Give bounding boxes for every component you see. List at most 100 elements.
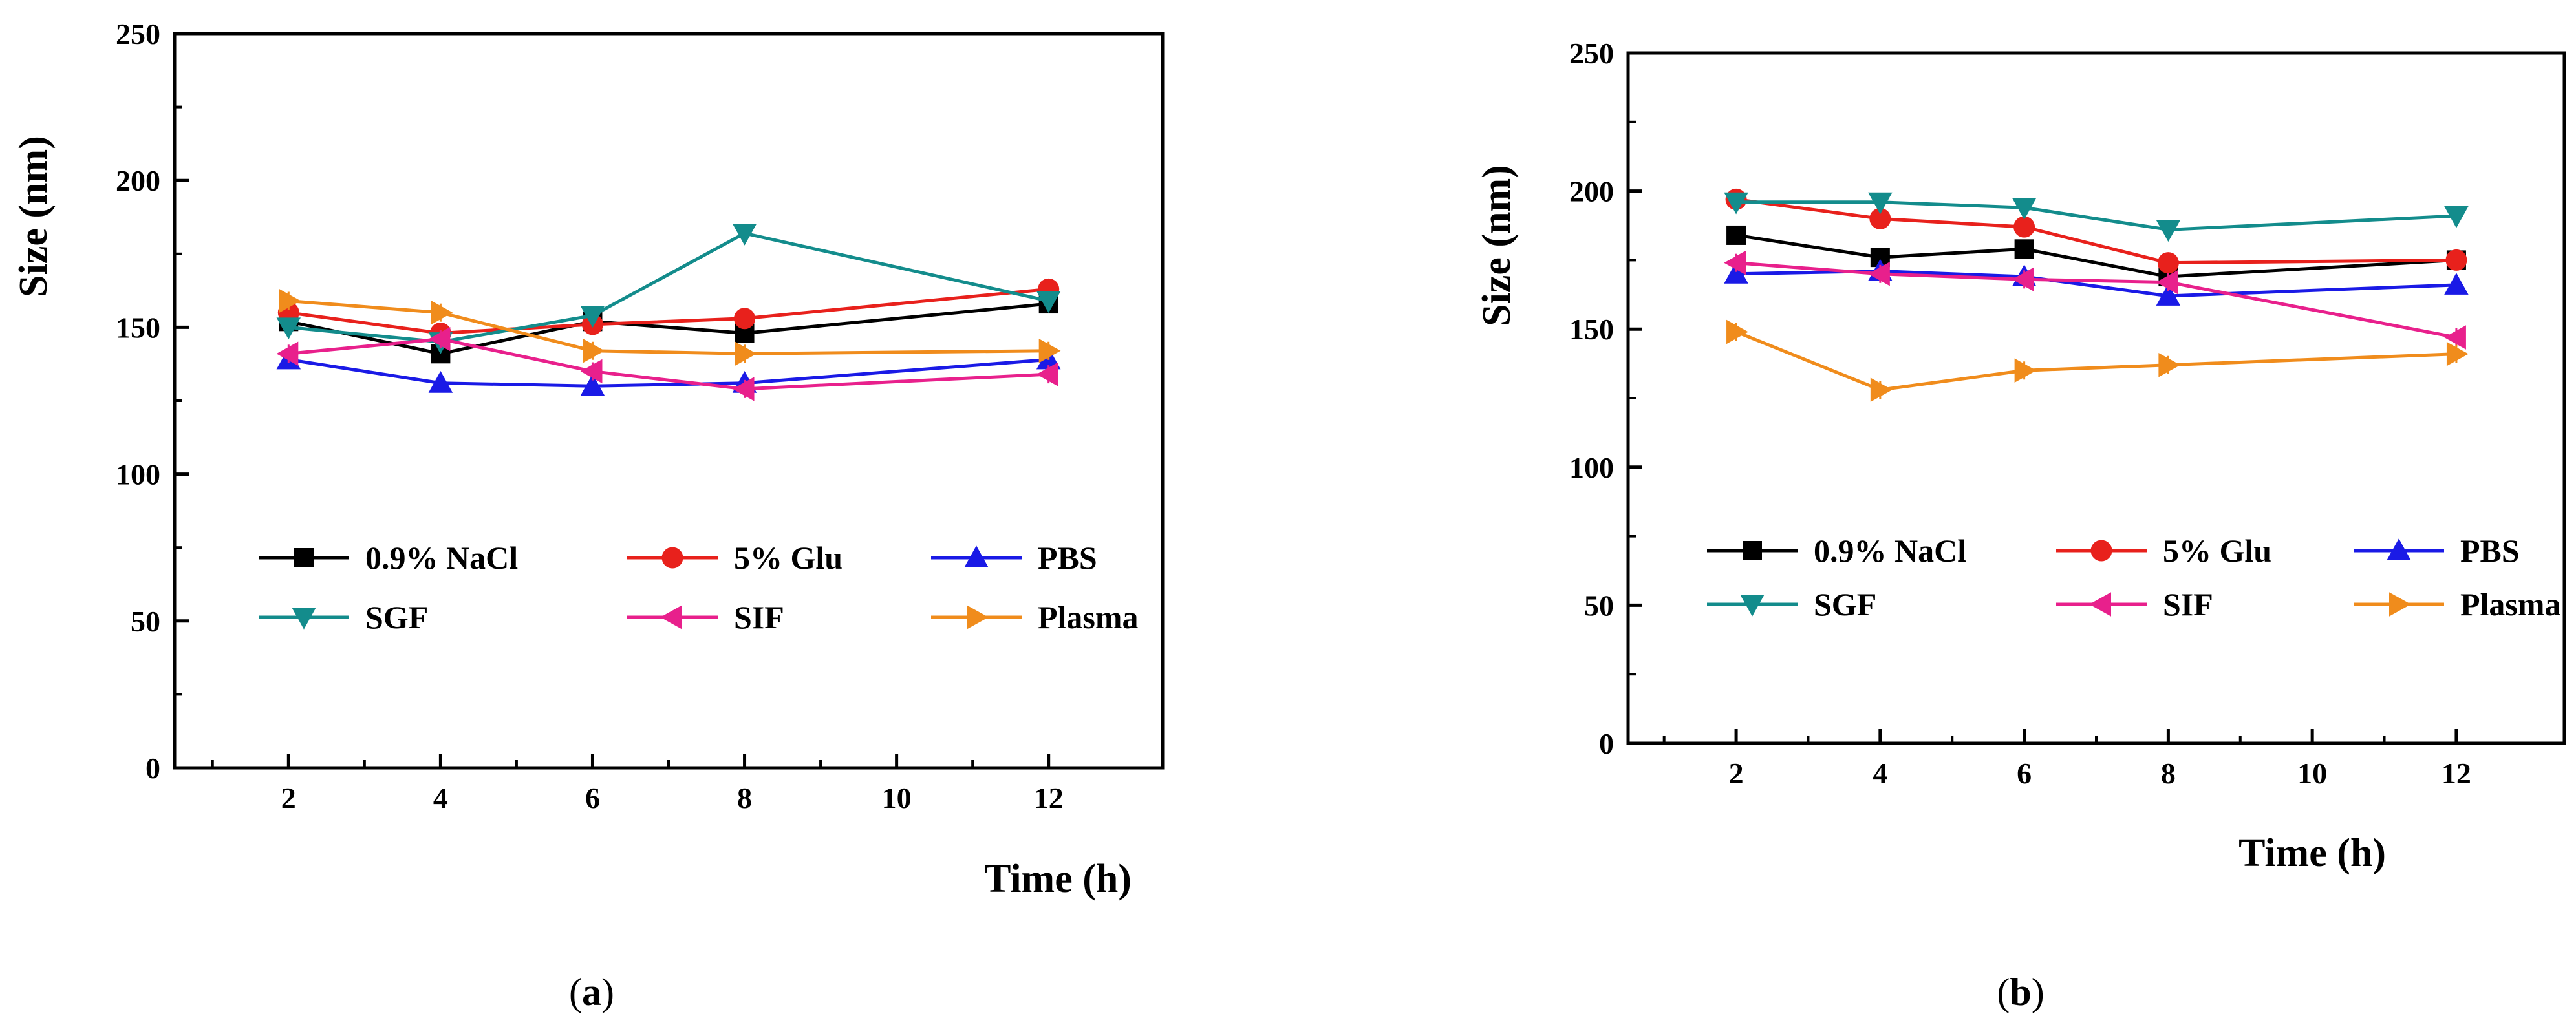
y-tick-label: 50 (1584, 589, 1614, 622)
series-plasma (279, 288, 1061, 366)
y-tick-label: 200 (1569, 175, 1614, 208)
legend-label: 5% Glu (2163, 533, 2271, 569)
data-point (2444, 273, 2469, 295)
series-line (1736, 269, 2457, 298)
series-sif (276, 326, 1058, 401)
legend-item: SIF (627, 599, 784, 635)
legend-label: PBS (2460, 533, 2520, 569)
legend-item: SGF (1707, 586, 1876, 622)
data-point (2012, 198, 2037, 220)
legend-marker (660, 605, 682, 630)
data-point (2444, 325, 2466, 350)
y-tick-label: 250 (116, 17, 160, 50)
series-pbs (276, 347, 1061, 396)
panel-label-paren: ( (569, 971, 582, 1013)
series-line (288, 357, 1049, 388)
x-tick-label: 12 (1034, 781, 1064, 814)
data-point (1868, 192, 1893, 215)
legend-label: SIF (734, 599, 784, 635)
data-point (276, 317, 301, 340)
y-tick-label: 150 (116, 311, 160, 344)
data-point (1038, 339, 1061, 363)
legend-label: 0.9% NaCl (1814, 533, 1966, 569)
x-tick-label: 4 (433, 781, 448, 814)
x-axis-title: Time (h) (984, 857, 1132, 901)
data-point (1726, 225, 1746, 245)
data-point (1724, 262, 1748, 284)
y-tick-label: 200 (116, 164, 160, 197)
data-point (276, 341, 299, 366)
legend-marker (1740, 595, 1765, 617)
data-point (1870, 377, 1893, 402)
data-point (2156, 270, 2178, 295)
data-point (1724, 192, 1748, 215)
data-point (735, 341, 757, 366)
legend-marker (2387, 538, 2411, 560)
y-tick-label: 100 (116, 458, 160, 491)
panel-label-b: (b) (1997, 971, 2044, 1013)
data-point (1868, 262, 1890, 286)
legend-item: 5% Glu (627, 540, 843, 576)
data-point (2014, 239, 2034, 259)
data-point (580, 374, 605, 396)
x-axis-title: Time (h) (2238, 831, 2386, 875)
legend-marker (661, 547, 683, 569)
y-tick-label: 0 (1599, 727, 1614, 760)
legend-label: SGF (365, 599, 428, 635)
y-tick-label: 50 (131, 605, 160, 638)
legend-item: 5% Glu (2056, 533, 2271, 569)
legend-label: 0.9% NaCl (365, 540, 518, 576)
x-tick-label: 12 (2442, 757, 2471, 790)
series-0-9-nacl (1726, 225, 2466, 287)
legend-item: 0.9% NaCl (259, 540, 518, 576)
y-tick-label: 100 (1569, 451, 1614, 484)
legend-item: SIF (2056, 586, 2213, 622)
legend-label: SIF (2163, 586, 2213, 622)
series-sif (1724, 250, 2466, 350)
series-line (1735, 330, 2457, 392)
legend-marker (294, 548, 314, 567)
data-point (2445, 249, 2467, 271)
plot-frame (173, 32, 1165, 770)
data-point (2156, 284, 2181, 306)
data-point (2013, 216, 2035, 238)
data-point (2157, 252, 2179, 274)
x-tick-label: 4 (1873, 757, 1887, 790)
data-point (732, 377, 755, 401)
panel-label-a: (a) (569, 971, 614, 1013)
data-point (580, 306, 605, 328)
data-point (2446, 341, 2469, 366)
legend-marker (2389, 592, 2411, 617)
legend-item: 0.9% NaCl (1707, 533, 1966, 569)
series-sgf (1724, 192, 2469, 242)
legend-marker (967, 605, 989, 630)
legend-marker (292, 608, 316, 630)
y-axis-title: Size (nm) (1475, 165, 1519, 326)
data-point (1036, 291, 1061, 313)
series-sgf (276, 223, 1061, 354)
data-point (1869, 207, 1891, 229)
legend-item: Plasma (931, 599, 1139, 635)
legend-label: SGF (1814, 586, 1876, 622)
panel-label-paren: ( (1997, 971, 2010, 1013)
legend-marker (1743, 541, 1762, 560)
x-tick-label: 10 (2297, 757, 2327, 790)
legend: 0.9% NaCl 5% Glu PBS SGF SIF Plasma (1707, 533, 2561, 622)
data-point (2014, 358, 2037, 383)
y-tick-label: 250 (1569, 37, 1614, 70)
x-tick-label: 6 (585, 781, 600, 814)
data-point (1036, 362, 1058, 386)
panel-label-paren: ) (601, 971, 614, 1013)
data-point (580, 359, 603, 384)
legend-label: Plasma (1038, 599, 1139, 635)
x-tick-label: 10 (882, 781, 912, 814)
data-point (1726, 319, 1748, 344)
series-line (1736, 200, 2457, 231)
chart-panel-b: 0 50 100 150 200 250 2 4 6 8 10 12 Size (nm) Time (h)… (1475, 37, 2566, 875)
legend-item: SGF (259, 599, 428, 635)
series-5-glu (277, 278, 1060, 344)
data-point (2158, 352, 2181, 377)
y-tick-label: 150 (1569, 313, 1614, 346)
data-point (2444, 206, 2469, 228)
